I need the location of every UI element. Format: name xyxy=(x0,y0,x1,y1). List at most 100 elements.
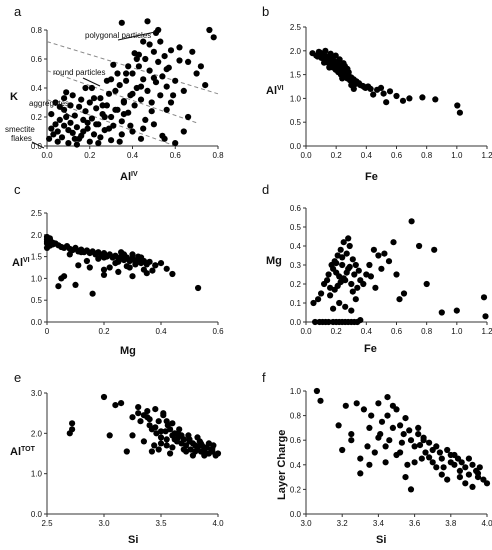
data-point xyxy=(400,290,408,297)
data-point xyxy=(67,119,74,126)
data-point xyxy=(157,440,165,447)
data-point xyxy=(180,87,187,94)
data-point xyxy=(456,109,463,116)
data-point xyxy=(123,70,130,77)
data-point xyxy=(348,280,355,288)
panel-letter-c: c xyxy=(14,182,21,197)
data-point xyxy=(58,134,66,141)
y-tick-label: 0.6 xyxy=(290,204,302,213)
data-point xyxy=(159,132,166,139)
data-point xyxy=(447,459,454,466)
panel-e-ylabel-sup: TOT xyxy=(21,446,36,453)
data-point xyxy=(127,122,134,129)
data-point xyxy=(93,105,100,112)
data-point xyxy=(137,83,145,90)
data-point xyxy=(393,271,400,278)
data-point xyxy=(482,313,489,320)
data-point xyxy=(140,125,147,132)
x-tick-label: 0.4 xyxy=(361,327,373,336)
panel-a-xlabel: AlIV xyxy=(120,171,138,183)
data-point xyxy=(129,251,136,258)
data-point xyxy=(314,53,321,60)
data-point xyxy=(69,129,76,136)
data-point xyxy=(129,128,136,135)
data-point xyxy=(167,426,174,433)
data-point xyxy=(129,414,136,421)
x-tick-label: 2.5 xyxy=(41,519,53,528)
data-point xyxy=(52,121,59,128)
data-point xyxy=(390,239,397,246)
panel-c: c AlVI Mg 0 0.2 0.4 0.6 0.0 0.5 1.0 1.5 2.0 2.5 xyxy=(12,182,224,357)
y-tick-label: 0.0 xyxy=(290,510,302,519)
data-point xyxy=(431,246,438,253)
data-point xyxy=(135,404,142,411)
data-point xyxy=(167,99,175,106)
data-point xyxy=(339,446,346,454)
data-point xyxy=(137,135,145,142)
annotation-aggregates: aggregates xyxy=(29,99,69,108)
data-point xyxy=(155,418,162,425)
x-tick-label: 0.2 xyxy=(331,151,343,160)
panel-c-plot: 0 0.2 0.4 0.6 0.0 0.5 1.0 1.5 2.0 2.5 xyxy=(31,209,224,336)
y-tick-label: 2.5 xyxy=(31,209,43,218)
data-point xyxy=(383,99,390,106)
data-point xyxy=(135,63,142,70)
annotation-round-particles: round particles xyxy=(53,68,105,77)
x-tick-label: 3.8 xyxy=(445,519,457,528)
panel-e-ylabel-main: Al xyxy=(10,446,21,458)
data-point xyxy=(150,48,157,55)
data-point xyxy=(348,431,355,438)
data-point xyxy=(146,67,153,74)
x-tick-label: 3.0 xyxy=(98,519,110,528)
data-point xyxy=(88,84,95,92)
data-point xyxy=(205,440,212,447)
data-point xyxy=(201,452,208,459)
y-tick-label: 0.0 xyxy=(290,318,302,327)
data-point xyxy=(176,44,183,51)
data-point xyxy=(400,431,407,438)
data-point xyxy=(97,134,104,141)
data-point xyxy=(157,92,164,99)
data-point xyxy=(438,471,445,478)
data-point xyxy=(339,261,346,269)
data-point xyxy=(163,436,170,443)
y-tick-label: 3.0 xyxy=(31,389,43,398)
data-point xyxy=(148,108,155,115)
data-point xyxy=(73,124,80,131)
data-point xyxy=(163,418,170,425)
panel-letter-d: d xyxy=(262,182,269,197)
data-point xyxy=(354,284,361,291)
data-point xyxy=(364,443,371,450)
data-point xyxy=(105,90,113,97)
data-point xyxy=(126,264,133,271)
data-point xyxy=(195,284,202,292)
data-point xyxy=(438,455,445,462)
x-tick-label: 0.6 xyxy=(391,151,403,160)
data-point xyxy=(333,260,340,267)
data-point xyxy=(330,305,337,312)
data-point xyxy=(118,400,125,407)
panel-a-xlabel-main: Al xyxy=(120,171,131,183)
data-point xyxy=(189,48,196,55)
data-point xyxy=(183,448,190,455)
data-point xyxy=(140,266,147,273)
data-point xyxy=(69,426,76,433)
data-point xyxy=(86,138,93,145)
data-point xyxy=(465,471,472,478)
data-point xyxy=(115,258,122,265)
data-point xyxy=(310,299,317,307)
data-point xyxy=(339,254,346,261)
data-point xyxy=(202,82,209,89)
y-tick-label: 0.8 xyxy=(290,412,302,421)
data-point xyxy=(157,38,164,45)
data-point xyxy=(325,318,332,326)
data-point xyxy=(146,41,153,48)
panel-b: b AlVI Fe 0.0 0.2 0.4 0.6 0.8 1.0 1.2 0.0 0.5 1.0… xyxy=(262,4,492,183)
data-point xyxy=(419,94,426,101)
data-point xyxy=(317,397,324,404)
x-tick-label: 0.6 xyxy=(391,327,403,336)
data-point xyxy=(73,141,80,148)
data-point xyxy=(415,424,422,431)
data-point xyxy=(381,250,388,257)
